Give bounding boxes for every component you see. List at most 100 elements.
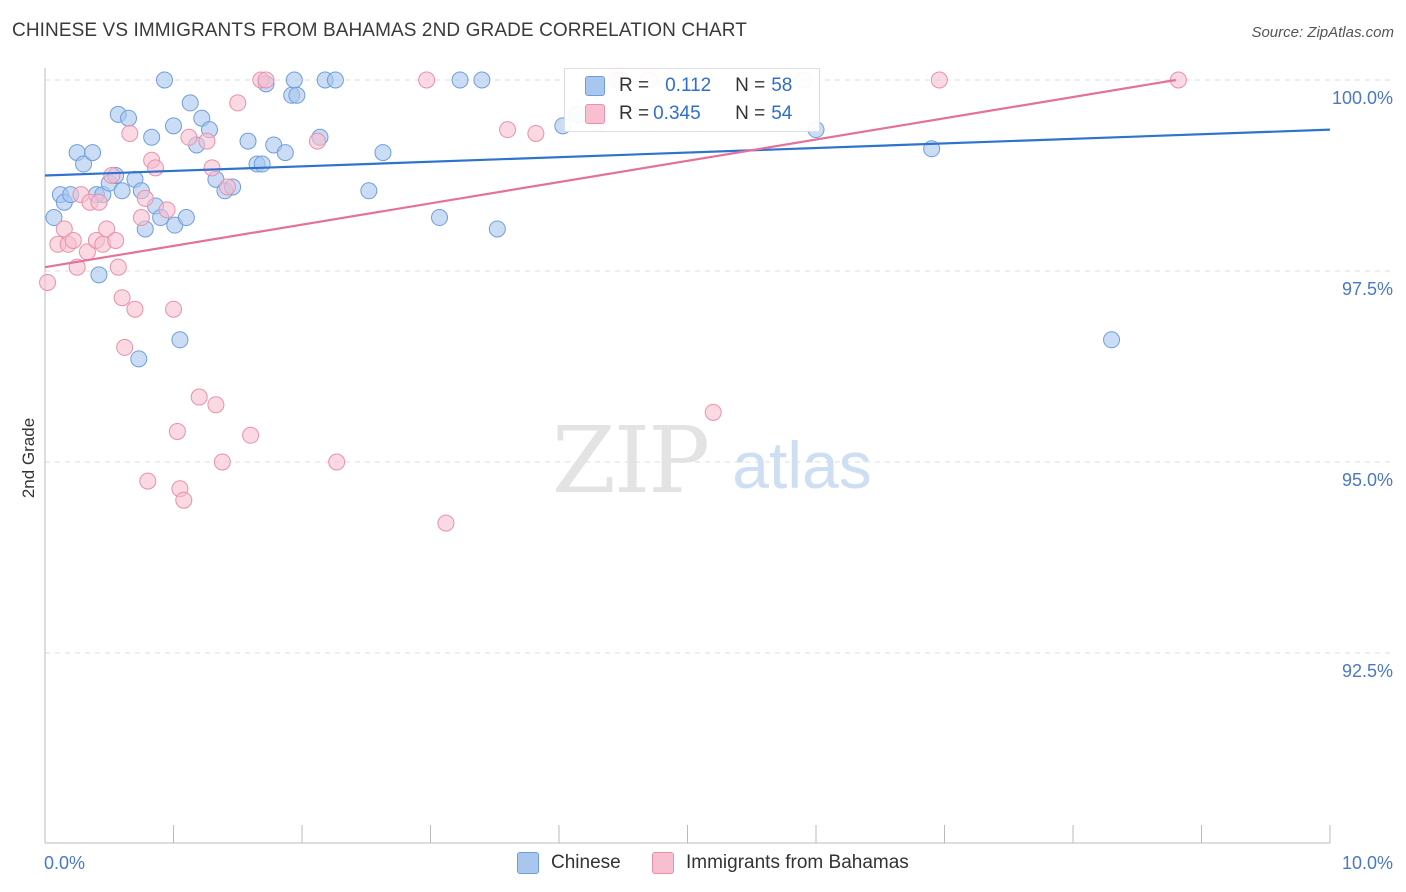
y-axis-label: 2nd Grade (19, 418, 38, 498)
point-bahamas (64, 231, 82, 249)
point-bahamas (198, 132, 216, 150)
point-bahamas (175, 491, 193, 509)
point-chinese (120, 109, 138, 127)
point-bahamas (930, 71, 948, 89)
trend-line-bahamas (44, 78, 1176, 269)
y-tick-label: 97.5% (1342, 279, 1393, 299)
point-chinese (488, 220, 506, 238)
point-bahamas (90, 193, 108, 211)
n-value: 54 (771, 103, 793, 124)
point-chinese (113, 182, 131, 200)
r-value: 0.345 (653, 103, 701, 124)
point-chinese (143, 128, 161, 146)
point-bahamas (328, 453, 346, 471)
point-bahamas (229, 94, 247, 112)
legend-label-bahamas: Immigrants from Bahamas (686, 852, 909, 873)
n-value: 58 (771, 75, 793, 96)
point-bahamas (121, 124, 139, 142)
point-bahamas (704, 403, 722, 421)
point-bahamas (180, 128, 198, 146)
point-bahamas (165, 300, 182, 318)
point-chinese (181, 94, 199, 112)
n-label: N = (735, 103, 766, 124)
point-bahamas (203, 159, 221, 177)
point-chinese (90, 266, 108, 284)
point-chinese (451, 71, 469, 89)
legend-swatch-pink (585, 104, 605, 124)
stats-legend: R = 0.112 N = 58 R = 0.345 N = 54 (564, 68, 820, 132)
point-bahamas (139, 472, 157, 490)
source-label: Source: ZipAtlas.com (1251, 24, 1394, 41)
point-chinese (165, 117, 182, 135)
point-chinese (473, 71, 491, 89)
series-legend: Chinese Immigrants from Bahamas (0, 852, 1406, 878)
point-bahamas (116, 338, 134, 356)
point-chinese (45, 209, 63, 227)
point-chinese (130, 350, 148, 368)
point-bahamas (308, 132, 326, 150)
y-tick-label: 95.0% (1342, 470, 1393, 490)
point-bahamas (190, 388, 208, 406)
point-bahamas (109, 258, 127, 276)
trend-lines (44, 78, 1331, 269)
point-bahamas (418, 71, 436, 89)
point-chinese (1103, 331, 1121, 349)
point-chinese (239, 132, 257, 150)
chart-title: CHINESE VS IMMIGRANTS FROM BAHAMAS 2ND G… (12, 20, 747, 41)
point-chinese (276, 144, 294, 162)
point-bahamas (98, 220, 116, 238)
point-bahamas (242, 426, 260, 444)
point-bahamas (437, 514, 455, 532)
point-bahamas (126, 300, 144, 318)
point-bahamas (257, 71, 275, 89)
point-bahamas (113, 289, 131, 307)
r-value: 0.112 (665, 75, 712, 96)
legend-label-chinese: Chinese (551, 852, 621, 873)
point-chinese (75, 155, 93, 173)
point-chinese (374, 144, 392, 162)
x-tick-label: 0.0% (44, 853, 85, 873)
point-bahamas (218, 178, 236, 196)
axes (44, 68, 1331, 844)
watermark: ZIP atlas (552, 407, 872, 514)
legend-item-chinese[interactable]: Chinese (517, 852, 621, 874)
point-bahamas (213, 453, 231, 471)
r-label: R = (619, 103, 650, 124)
point-bahamas (158, 201, 176, 219)
legend-item-bahamas[interactable]: Immigrants from Bahamas (652, 852, 909, 874)
point-chinese (177, 209, 195, 227)
point-bahamas (527, 124, 545, 142)
n-label: N = (735, 75, 766, 96)
watermark-atlas: atlas (732, 428, 871, 502)
stats-row-chinese: R = 0.112 N = 58 (585, 73, 792, 99)
x-tick-label: 10.0% (1342, 853, 1393, 873)
axis-labels: 92.5% 95.0% 97.5% 100.0% 0.0% 10.0% 2nd Grade (19, 88, 1393, 873)
trend-line-chinese (44, 128, 1331, 177)
point-chinese (156, 71, 174, 89)
legend-swatch-blue (585, 76, 605, 96)
point-bahamas (132, 209, 150, 227)
y-tick-label: 92.5% (1342, 661, 1393, 681)
point-bahamas (147, 159, 165, 177)
point-chinese (285, 71, 303, 89)
point-chinese (288, 86, 306, 104)
point-chinese (84, 144, 102, 162)
point-chinese (326, 71, 344, 89)
y-tick-label: 100.0% (1332, 88, 1393, 108)
legend-swatch-chinese (517, 852, 539, 874)
point-chinese (360, 182, 378, 200)
point-bahamas (107, 231, 125, 249)
point-bahamas (168, 422, 186, 440)
legend-swatch-bahamas (652, 852, 674, 874)
watermark-zip: ZIP (552, 407, 708, 514)
r-label: R = (619, 75, 650, 96)
point-bahamas (39, 273, 57, 291)
point-chinese (171, 331, 189, 349)
point-chinese (253, 155, 271, 173)
point-chinese (430, 209, 448, 227)
point-bahamas (499, 121, 517, 139)
point-bahamas (207, 396, 225, 414)
point-bahamas (103, 167, 121, 184)
gridlines (45, 79, 1392, 654)
